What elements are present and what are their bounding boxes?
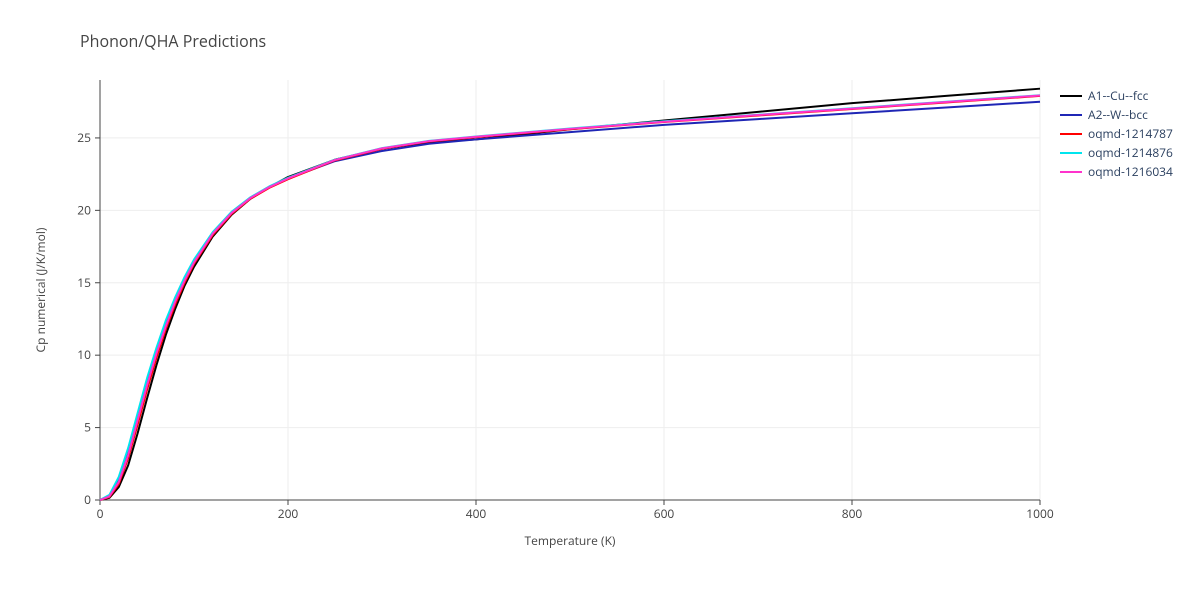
y-tick-label: 0 xyxy=(84,491,91,508)
x-tick-label: 1000 xyxy=(1026,505,1054,522)
y-tick-label: 20 xyxy=(77,201,91,218)
legend-label-4[interactable]: oqmd-1216034 xyxy=(1088,163,1173,180)
x-tick-label: 800 xyxy=(842,505,863,522)
legend-label-2[interactable]: oqmd-1214787 xyxy=(1088,125,1173,142)
y-tick-label: 25 xyxy=(77,129,91,146)
x-tick-label: 0 xyxy=(97,505,104,522)
y-tick-label: 15 xyxy=(77,274,91,291)
x-axis-label: Temperature (K) xyxy=(525,532,616,549)
series-line-0[interactable] xyxy=(100,89,1040,500)
series-line-1[interactable] xyxy=(100,102,1040,500)
y-axis-label: Cp numerical (J/K/mol) xyxy=(32,227,49,352)
legend-label-1[interactable]: A2--W--bcc xyxy=(1088,106,1148,123)
x-tick-label: 600 xyxy=(654,505,675,522)
x-tick-label: 400 xyxy=(466,505,487,522)
y-tick-label: 10 xyxy=(77,346,91,363)
series-line-2[interactable] xyxy=(100,96,1040,500)
legend-label-0[interactable]: A1--Cu--fcc xyxy=(1088,87,1149,104)
chart-title: Phonon/QHA Predictions xyxy=(80,30,266,52)
y-tick-label: 5 xyxy=(84,419,91,436)
x-tick-label: 200 xyxy=(278,505,299,522)
legend-label-3[interactable]: oqmd-1214876 xyxy=(1088,144,1173,161)
series-line-4[interactable] xyxy=(100,96,1040,501)
series-line-3[interactable] xyxy=(100,95,1040,500)
chart-canvas: 0 200 400 600 800 1000 0 5 10 15 20 25 Temperature (… xyxy=(0,0,1200,600)
